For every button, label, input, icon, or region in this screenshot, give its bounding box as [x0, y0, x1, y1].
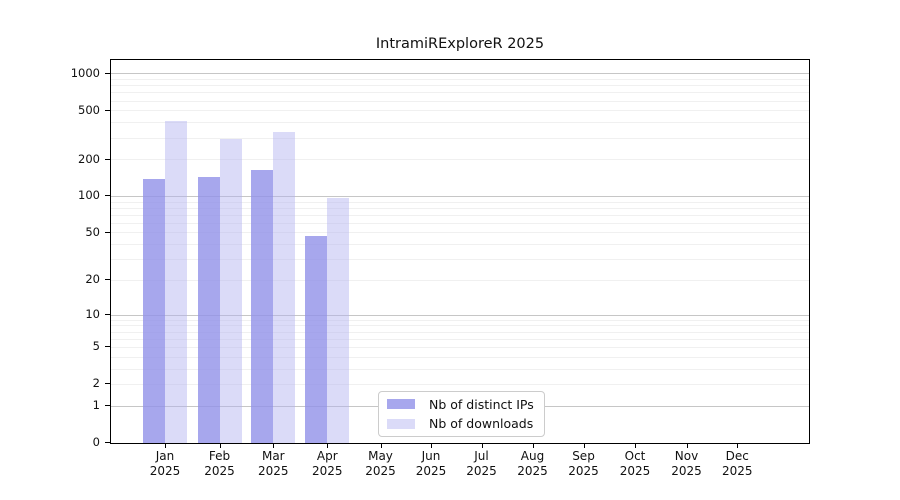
- gridline-minor: [111, 259, 809, 261]
- legend-label-distinct-ips: Nb of distinct IPs: [429, 396, 534, 412]
- y-tick-mark: [105, 383, 110, 385]
- y-tick-label: 50: [85, 224, 100, 239]
- x-tick-label: Jul 2025: [466, 449, 497, 478]
- y-tick-label: 1000: [70, 65, 100, 80]
- y-tick-label: 500: [78, 102, 100, 117]
- x-tick-label: May 2025: [365, 449, 396, 478]
- legend-swatch-distinct-ips-icon: [387, 399, 415, 410]
- gridline-minor: [111, 201, 809, 203]
- y-tick-label: 100: [78, 188, 100, 203]
- legend-item-downloads: Nb of downloads: [387, 416, 536, 433]
- y-tick-mark: [105, 72, 110, 74]
- x-tick-label: Jun 2025: [415, 449, 447, 478]
- gridline-minor: [111, 244, 809, 246]
- y-tick-label: 2: [92, 376, 100, 391]
- gridline-major: [111, 314, 809, 316]
- x-tick-label: Mar 2025: [258, 449, 289, 478]
- gridline-minor: [111, 325, 809, 327]
- bar-distinct-ips-feb: [197, 177, 220, 443]
- x-tick-label: Feb 2025: [204, 449, 235, 478]
- gridline-minor: [111, 137, 809, 139]
- gridline-minor: [111, 279, 809, 281]
- x-tick-mark: [165, 444, 166, 448]
- x-tick-mark: [380, 444, 382, 448]
- gridline-minor: [111, 338, 809, 340]
- y-tick-mark: [105, 442, 110, 444]
- x-tick-mark: [327, 444, 329, 448]
- x-tick-mark: [273, 444, 275, 448]
- gridline-minor: [111, 346, 809, 348]
- bar-distinct-ips-jan: [143, 179, 165, 443]
- gridline-minor: [111, 78, 809, 80]
- x-tick-mark: [737, 444, 739, 448]
- y-tick-mark: [105, 231, 110, 233]
- gridline-minor: [111, 232, 809, 234]
- x-tick-mark: [532, 444, 534, 448]
- bar-downloads-mar: [273, 132, 296, 443]
- gridline-minor: [111, 92, 809, 94]
- x-tick-label: Nov 2025: [671, 449, 702, 478]
- gridline-minor: [111, 214, 809, 216]
- y-tick-mark: [105, 346, 110, 348]
- x-tick-mark: [635, 444, 636, 448]
- x-tick-mark: [431, 444, 432, 448]
- y-tick-mark: [105, 195, 110, 197]
- x-tick-label: Jan 2025: [149, 449, 181, 478]
- legend-item-distinct-ips: Nb of distinct IPs: [387, 396, 536, 413]
- gridline-minor: [111, 85, 809, 87]
- y-tick-label: 10: [85, 307, 100, 321]
- gridline-minor: [111, 383, 809, 385]
- gridline-minor: [111, 110, 809, 112]
- plot-area: [110, 59, 810, 444]
- x-tick-label: Aug 2025: [517, 449, 548, 478]
- gridline-minor: [111, 207, 809, 209]
- gridline-minor: [111, 368, 809, 370]
- chart-title: IntramiRExploreR 2025: [375, 36, 545, 52]
- gridline-minor: [111, 122, 809, 124]
- x-tick-mark: [481, 444, 483, 448]
- bar-downloads-jan: [165, 120, 187, 443]
- gridline-minor: [111, 222, 809, 224]
- y-tick-mark: [105, 109, 110, 111]
- gridline-major: [111, 73, 809, 75]
- legend-label-downloads: Nb of downloads: [429, 416, 534, 432]
- y-tick-label: 0: [92, 435, 100, 450]
- x-tick-label: Sep 2025: [568, 449, 599, 478]
- y-tick-label: 5: [92, 339, 100, 354]
- bar-downloads-feb: [219, 139, 242, 443]
- gridline-minor: [111, 159, 809, 161]
- x-tick-label: Oct 2025: [619, 449, 651, 478]
- y-tick-label: 1: [92, 398, 100, 413]
- bar-downloads-apr: [327, 198, 350, 443]
- y-tick-mark: [105, 279, 110, 281]
- gridline-minor: [111, 356, 809, 358]
- x-tick-mark: [583, 444, 585, 448]
- gridline-minor: [111, 100, 809, 102]
- gridline-major: [111, 195, 809, 197]
- gridline-minor: [111, 319, 809, 321]
- x-tick-mark: [219, 444, 221, 448]
- bar-distinct-ips-apr: [305, 235, 328, 443]
- x-tick-mark: [686, 444, 688, 448]
- bar-distinct-ips-mar: [251, 170, 274, 443]
- x-tick-label: Dec 2025: [722, 449, 753, 478]
- y-tick-label: 20: [85, 272, 100, 287]
- y-tick-mark: [105, 405, 110, 407]
- legend: Nb of distinct IPs Nb of downloads: [378, 391, 545, 437]
- gridline-minor: [111, 331, 809, 333]
- legend-swatch-downloads-icon: [387, 418, 415, 429]
- y-tick-label: 200: [78, 151, 100, 166]
- y-tick-mark: [105, 314, 110, 315]
- x-tick-label: Apr 2025: [312, 449, 343, 478]
- y-tick-mark: [105, 158, 110, 160]
